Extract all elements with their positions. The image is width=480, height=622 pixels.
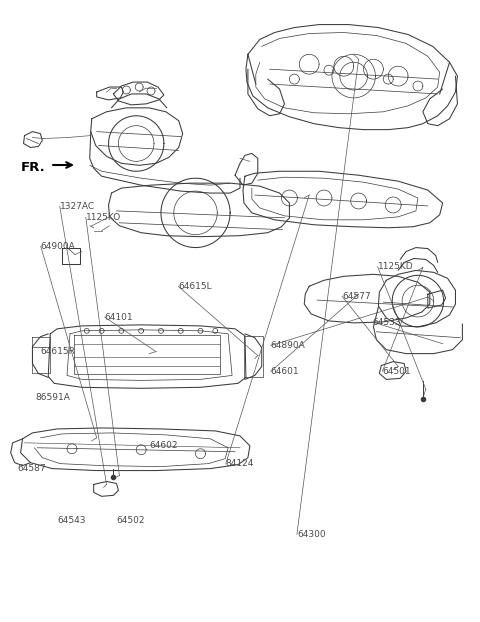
Text: 64900A: 64900A <box>41 242 75 251</box>
Text: 64577: 64577 <box>342 292 371 300</box>
Text: FR.: FR. <box>21 162 46 175</box>
Text: 64533: 64533 <box>373 318 401 327</box>
Text: 64543: 64543 <box>57 516 86 525</box>
Text: 64587: 64587 <box>17 463 46 473</box>
Text: 1125KD: 1125KD <box>378 262 413 271</box>
Text: 64502: 64502 <box>117 516 145 525</box>
Text: 86591A: 86591A <box>35 393 70 402</box>
Text: 64601: 64601 <box>271 367 300 376</box>
Text: 84124: 84124 <box>226 460 254 468</box>
Text: 64300: 64300 <box>297 530 325 539</box>
Text: 64501: 64501 <box>383 367 411 376</box>
Text: 64615L: 64615L <box>179 282 212 291</box>
Text: 64615R: 64615R <box>41 347 76 356</box>
Text: 64890A: 64890A <box>271 341 306 350</box>
Text: 64101: 64101 <box>105 313 133 322</box>
Text: 64602: 64602 <box>150 441 179 450</box>
Text: 1327AC: 1327AC <box>60 202 95 211</box>
Text: 1125KO: 1125KO <box>86 213 121 222</box>
